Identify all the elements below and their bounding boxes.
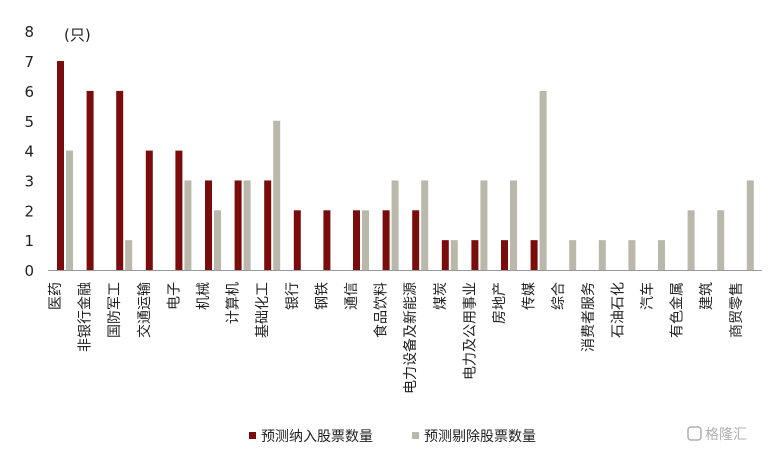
bar-excl (598, 240, 606, 270)
legend-label-incl: 预测纳入股票数量 (261, 429, 373, 445)
bar-incl (175, 150, 183, 270)
legend-label-excl: 预测剔除股票数量 (424, 429, 536, 445)
bar-incl (441, 240, 449, 270)
watermark-text: 格隆汇 (705, 427, 747, 443)
bar-incl (145, 150, 153, 270)
bar-incl (293, 210, 301, 270)
bar-incl (234, 180, 242, 270)
x-tick-label: 基础化工 (254, 282, 271, 338)
x-tick-label: 电子 (166, 282, 182, 310)
x-tick-label: 房地产 (492, 282, 508, 324)
bar-excl (391, 180, 399, 270)
y-tick-label: 8 (24, 23, 34, 41)
x-tick-label: 建筑 (699, 282, 715, 310)
x-tick-label: 汽车 (639, 282, 656, 310)
bar-incl (86, 90, 94, 271)
x-tick-label: 食品饮料 (373, 282, 390, 338)
y-unit-label: (只) (64, 26, 91, 44)
x-tick-label: 交通运输 (136, 282, 153, 338)
x-tick-label: 计算机 (226, 282, 242, 324)
bar-incl (471, 240, 479, 270)
legend: 预测纳入股票数量 预测剔除股票数量 (249, 429, 536, 445)
bar-excl (214, 210, 221, 270)
y-tick-label: 6 (24, 83, 34, 101)
x-tick-label: 煤炭 (433, 282, 449, 310)
bar-excl (184, 180, 192, 270)
x-axis-labels: 医药 非银行金融 国防军工 交通运输 电子 机械 计算机 基础化工 银行 钢铁 通信 食品饮料 电力设备… (48, 282, 745, 394)
y-tick-label: 3 (24, 172, 34, 190)
bar-excl (658, 240, 665, 270)
y-tick-label: 2 (24, 202, 34, 220)
bar-incl (353, 210, 360, 270)
bar-excl (687, 210, 695, 270)
bar-excl (421, 180, 429, 270)
x-tick-label: 国防军工 (107, 282, 123, 338)
bar-incl (264, 180, 272, 270)
bar-incl (116, 90, 124, 271)
legend-swatch-incl (249, 432, 256, 439)
y-tick-label: 4 (24, 143, 34, 161)
bar-excl (569, 240, 577, 270)
x-tick-label: 电力及公用事业 (462, 282, 478, 380)
bar-incl (412, 210, 420, 270)
x-tick-label: 综合 (551, 282, 567, 310)
bar-incl (530, 240, 538, 270)
y-tick-label: 7 (24, 53, 34, 71)
bar-incl (323, 210, 331, 270)
x-tick-label: 消费者服务 (581, 282, 597, 352)
y-tick-label: 1 (24, 232, 34, 250)
bar-excl (717, 210, 725, 270)
bar-excl (539, 90, 547, 271)
bar-excl (243, 180, 251, 270)
x-tick-label: 银行 (285, 282, 301, 310)
y-axis: 0 1 2 3 4 5 6 7 8 (24, 23, 34, 280)
bar-excl (66, 150, 73, 270)
bar-excl (450, 240, 458, 270)
watermark-logo-icon (687, 426, 702, 441)
bar-incl (501, 240, 508, 270)
legend-swatch-excl (412, 432, 419, 439)
x-tick-label: 机械 (196, 282, 212, 310)
x-tick-label: 有色金属 (669, 282, 686, 338)
bar-excl (628, 240, 636, 270)
bar-excl (362, 210, 369, 270)
x-tick-label: 电力设备及新能源 (402, 282, 419, 394)
bar-incl (382, 210, 390, 270)
bar-incl (205, 180, 212, 270)
x-tick-label: 传媒 (522, 282, 538, 310)
bar-excl (273, 120, 281, 270)
x-tick-label: 商贸零售 (729, 282, 745, 338)
x-tick-label: 石油石化 (610, 282, 626, 338)
x-tick-label: 钢铁 (314, 282, 330, 310)
bars (57, 61, 754, 271)
x-tick-label: 通信 (344, 282, 360, 310)
y-tick-label: 0 (24, 262, 34, 280)
x-tick-label: 非银行金融 (78, 282, 94, 352)
y-tick-label: 5 (24, 113, 34, 131)
bar-excl (125, 240, 133, 270)
bar-excl (480, 180, 488, 270)
x-tick-label: 医药 (48, 282, 64, 310)
bar-excl (510, 180, 517, 270)
bar-incl (57, 61, 64, 270)
bar-excl (746, 180, 754, 270)
watermark: 格隆汇 (687, 426, 747, 443)
